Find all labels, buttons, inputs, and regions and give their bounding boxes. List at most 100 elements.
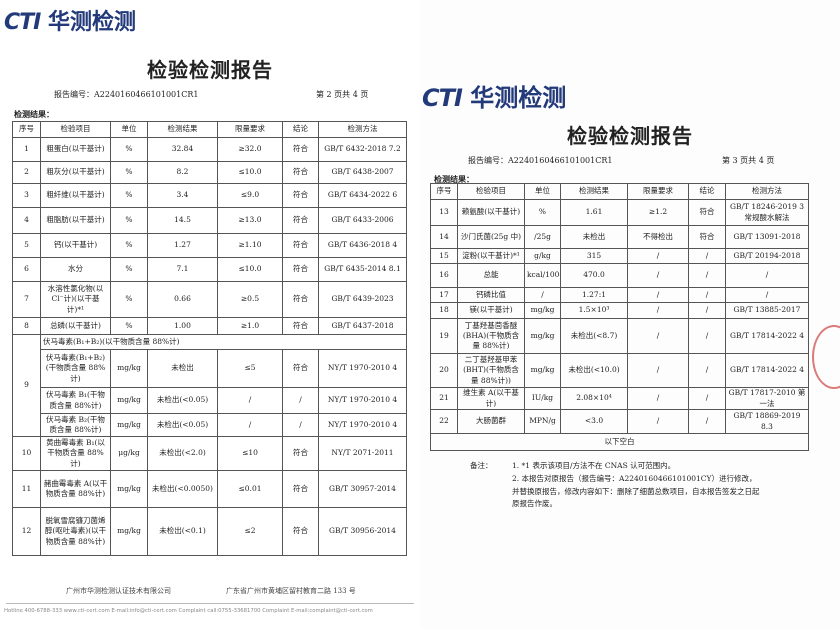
table-row: 18 镁(以干基计) mg/kg 1.5×10³ / / GB/T 13885-2017 <box>430 302 809 319</box>
table-row: 5 钙(以干基计)% 1.27 ≥1.10 符合 GB/T 6436-2018 4 <box>12 233 407 258</box>
results-table: 序号 检验项目 单位 检测结果 限量要求 结论 检测方法 1 粗蛋白(以干基计)% 32.84 ≥3… <box>12 121 407 556</box>
table-cell: / <box>282 387 319 414</box>
section-label: 检测结果： <box>14 110 54 119</box>
table-cell: 未检出(<0.1) <box>147 507 218 556</box>
table-cell: ≤5 <box>217 349 283 388</box>
table-cell: 32.84 <box>147 137 218 162</box>
table-cell: 1.61 <box>560 199 628 226</box>
table-row: 6 水分% 7.1 ≤10.0 符合 GB/T 6435-2014 8.1 <box>12 257 407 282</box>
table-cell: / <box>627 302 689 319</box>
cti-logo: CTI 华测检测 <box>4 10 137 35</box>
table-cell: GB/T 6437-2018 <box>318 317 407 335</box>
table-cell: mg/kg <box>110 413 148 437</box>
table-cell: / <box>688 353 726 388</box>
table-cell: / <box>725 287 809 303</box>
table-cell: / <box>627 387 689 410</box>
table-cell: IU/kg <box>524 387 561 410</box>
table-row: 以下空白 <box>430 433 809 451</box>
table-cell: 1.27 <box>147 233 218 258</box>
table-row: 伏马毒素 B₂(干物质含量 88%计) mg/kg 未检出(<0.05) / / NY/T… <box>13 413 407 437</box>
report-number: 报告编号：A2240160466101001CR1 <box>54 90 199 99</box>
footer-divider <box>6 603 414 604</box>
table-row: 伏马毒素(B₁+B₂)(干物质含量 88%计) mg/kg 未检出 ≤5 符合 NY/T … <box>13 349 407 388</box>
table-cell: 沙门氏菌(25g 中) <box>457 225 525 249</box>
table-cell: % <box>524 199 561 226</box>
table-cell: 不得检出 <box>627 225 689 249</box>
table-cell: / <box>688 387 726 410</box>
table-cell: 符合 <box>688 199 726 226</box>
table-cell: 结论 <box>282 121 319 138</box>
table-row: 1 粗蛋白(以干基计)% 32.84 ≥32.0 符合 GB/T 6432-2018 7.… <box>12 137 407 162</box>
table-cell: 黄曲霉毒素 B₁(以干物质含量 88%计) <box>40 436 111 471</box>
table-cell: 脱氧雪腐镰刀菌烯醇(呕吐毒素)(以干物质含量 88%计) <box>40 507 111 556</box>
table-cell: 伏马毒素 B₂(干物质含量 88%计) <box>40 413 111 437</box>
table-cell: % <box>110 281 148 318</box>
table-header-row: 序号 检验项目 单位 检测结果 限量要求 结论 检测方法 <box>12 121 407 138</box>
report-page-3: CTI 华测检测 检验检测报告 报告编号：A2240160466101001CR… <box>420 0 840 629</box>
table-cell: ≥1.0 <box>217 317 283 335</box>
table-cell: 10 <box>12 436 41 471</box>
table-cell: ≤10 <box>217 436 283 471</box>
table-cell: 315 <box>560 248 628 264</box>
table-cell: 未检出(<8.7) <box>560 318 628 354</box>
footer-company: 广州市华测检测认证技术有限公司 <box>66 587 171 595</box>
table-cell: 二丁基羟基甲苯(BHT)(干物质含量 88%计)) <box>457 353 525 388</box>
table-row: 17 钙磷比值/1.27:1// / <box>430 287 809 303</box>
table-cell: 检测方法 <box>318 121 407 138</box>
table-cell: 20 <box>430 353 458 388</box>
table-cell: GB/T 6432-2018 7.2 <box>318 137 407 162</box>
table-cell: 伏马毒素(B₁+B₂)(干物质含量 88%计) <box>40 349 111 388</box>
table-cell: 符合 <box>282 281 319 318</box>
table-cell: GB/T 17814-2022 4 <box>725 318 809 354</box>
note-2: 2. 本报告对原报告（报告编号：A2240160466101001CY）进行修改… <box>512 473 760 509</box>
table-cell: / <box>688 287 726 303</box>
table-cell: % <box>110 317 148 335</box>
table-cell: 以下空白 <box>430 433 809 451</box>
table-cell: 粗蛋白(以干基计) <box>40 137 111 162</box>
table-cell: 2.08×10⁴ <box>560 387 628 410</box>
table-cell: 总磷(以干基计) <box>40 317 111 335</box>
table-cell: 0.66 <box>147 281 218 318</box>
table-cell: 检测方法 <box>725 183 809 200</box>
table-row: 19 丁基羟基茴香醚(BHA)(干物质含量 88%计) mg/kg 未检出(<8.7)… <box>430 318 809 354</box>
table-cell: 符合 <box>282 507 319 556</box>
table-cell: 14.5 <box>147 207 218 234</box>
table-cell: / <box>627 263 689 288</box>
table-cell: 3.4 <box>147 183 218 208</box>
table-cell: mg/kg <box>524 318 561 354</box>
table-cell: ≤9.0 <box>217 183 283 208</box>
table-cell: 未检出 <box>560 225 628 249</box>
table-cell: 符合 <box>282 137 319 162</box>
table-cell: ≤0.01 <box>217 470 283 508</box>
table-cell: GB/T 18246-2019 3 常规酸水解法 <box>725 199 809 226</box>
table-cell: GB/T 17817-2010 第一法 <box>725 387 809 410</box>
table-cell: GB/T 6438-2007 <box>318 161 407 184</box>
table-cell: 符合 <box>282 161 319 184</box>
table-cell: <3.0 <box>560 409 628 434</box>
table-row: 伏马毒素 B₁(干物质含量 88%计) mg/kg 未检出(<0.05) / / NY/T… <box>13 387 407 414</box>
table-cell: 1.00 <box>147 317 218 335</box>
table-cell: GB/T 6435-2014 8.1 <box>318 257 407 282</box>
table-cell: mg/kg <box>110 387 148 414</box>
table-cell: μg/kg <box>110 436 148 471</box>
table-row: 22 大肠菌群 MPN/g <3.0// GB/T 18869-2019 8.3 <box>430 409 809 434</box>
table-row: 8 总磷(以干基计)% 1.00 ≥1.0 符合 GB/T 6437-2018 <box>12 317 407 335</box>
table-cell: GB/T 6436-2018 4 <box>318 233 407 258</box>
table-cell: NY/T 2071-2011 <box>318 436 407 471</box>
table-cell: mg/kg <box>524 302 561 319</box>
table-cell: 水分 <box>40 257 111 282</box>
table-cell: 3 <box>12 183 41 208</box>
table-cell: 符合 <box>282 436 319 471</box>
table-cell: 丁基羟基茴香醚(BHA)(干物质含量 88%计) <box>457 318 525 354</box>
table-cell: GB/T 30956-2014 <box>318 507 407 556</box>
table-cell: ≤10.0 <box>217 161 283 184</box>
table-cell: 结论 <box>688 183 726 200</box>
table-cell: 维生素 A(以干基计) <box>457 387 525 410</box>
table-row: 11 赭曲霉毒素 A(以干物质含量 88%计) mg/kg 未检出(<0.0050) ≤… <box>12 470 407 508</box>
table-cell: 符合 <box>282 207 319 234</box>
table-cell: 符合 <box>282 183 319 208</box>
table-cell: 粗脂肪(以干基计) <box>40 207 111 234</box>
table-row: 3 粗纤维(以干基计)% 3.4 ≤9.0 符合 GB/T 6434-2022 6 <box>12 183 407 208</box>
table-cell: 14 <box>430 225 458 249</box>
